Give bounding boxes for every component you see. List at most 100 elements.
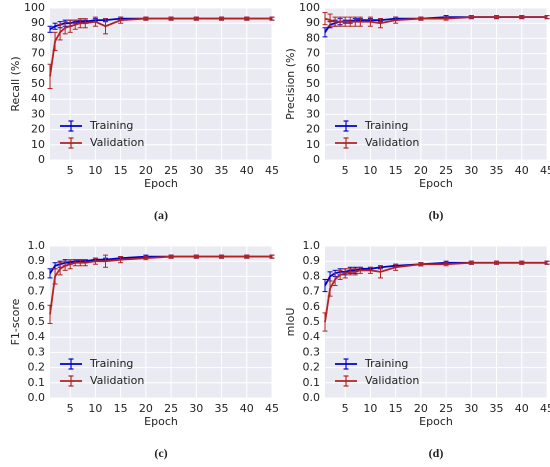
error-bar bbox=[519, 15, 525, 20]
error-bar bbox=[143, 16, 149, 21]
error-bar bbox=[92, 16, 98, 27]
error-bar bbox=[72, 19, 78, 30]
x-tick-label: 20 bbox=[139, 164, 153, 177]
error-bar bbox=[443, 262, 449, 267]
legend-label: Training bbox=[364, 357, 408, 370]
x-tick-label: 25 bbox=[439, 402, 453, 415]
error-bar bbox=[72, 259, 78, 267]
error-bar bbox=[193, 254, 199, 259]
x-tick-label: 35 bbox=[490, 164, 504, 177]
y-tick-label: 0.0 bbox=[303, 391, 321, 404]
error-bar bbox=[468, 15, 474, 20]
y-tick-label: 70 bbox=[306, 47, 320, 60]
error-bar bbox=[494, 260, 500, 265]
error-bar bbox=[342, 16, 348, 27]
x-tick-label: 25 bbox=[439, 164, 453, 177]
error-bar bbox=[118, 16, 124, 24]
error-bar bbox=[322, 12, 328, 26]
x-tick-label: 10 bbox=[88, 164, 102, 177]
panel-caption: (b) bbox=[429, 208, 444, 222]
error-bar bbox=[418, 16, 424, 21]
error-bar bbox=[47, 268, 53, 279]
x-tick-label: 30 bbox=[464, 164, 478, 177]
x-tick-label: 45 bbox=[265, 402, 279, 415]
error-bar bbox=[494, 15, 500, 20]
y-tick-label: 0.7 bbox=[28, 285, 46, 298]
error-bar bbox=[77, 259, 83, 267]
x-axis-label: Epoch bbox=[419, 177, 453, 190]
x-tick-label: 20 bbox=[414, 402, 428, 415]
error-bar bbox=[168, 16, 174, 21]
y-tick-label: 0.8 bbox=[28, 269, 46, 282]
y-tick-label: 0.2 bbox=[28, 361, 46, 374]
x-tick-label: 15 bbox=[389, 402, 403, 415]
x-tick-label: 35 bbox=[215, 402, 229, 415]
error-bar bbox=[519, 260, 525, 265]
error-bar bbox=[322, 27, 328, 38]
legend: Training Validation bbox=[60, 357, 144, 387]
panel-caption: (c) bbox=[154, 446, 167, 460]
error-bar bbox=[357, 16, 363, 27]
error-bar bbox=[352, 268, 358, 276]
y-tick-label: 40 bbox=[31, 92, 45, 105]
y-tick-label: 80 bbox=[306, 31, 320, 44]
panel-caption: (a) bbox=[154, 208, 168, 222]
error-bar bbox=[337, 269, 343, 280]
error-bar bbox=[118, 256, 124, 264]
y-tick-label: 0 bbox=[313, 153, 320, 166]
error-bar bbox=[103, 254, 108, 268]
x-tick-label: 40 bbox=[240, 164, 254, 177]
y-axis-label: F1-score bbox=[9, 298, 22, 345]
error-bar bbox=[143, 256, 149, 261]
error-bar bbox=[269, 16, 275, 21]
error-bar bbox=[47, 25, 53, 33]
legend-label: Training bbox=[89, 357, 133, 370]
error-bar bbox=[82, 259, 88, 267]
y-axis-label: Recall (%) bbox=[9, 56, 22, 111]
error-bar bbox=[393, 263, 399, 271]
x-tick-label: 20 bbox=[139, 402, 153, 415]
y-tick-label: 0.6 bbox=[28, 300, 46, 313]
y-tick-label: 20 bbox=[306, 123, 320, 136]
error-bar bbox=[393, 16, 399, 24]
x-tick-label: 25 bbox=[164, 402, 178, 415]
x-tick-label: 5 bbox=[67, 402, 74, 415]
x-tick-label: 10 bbox=[88, 402, 102, 415]
y-tick-label: 100 bbox=[24, 1, 45, 14]
y-tick-label: 0.0 bbox=[28, 391, 46, 404]
error-bar bbox=[57, 24, 63, 41]
error-bar bbox=[357, 266, 363, 274]
error-bar bbox=[92, 257, 98, 265]
y-tick-label: 0.3 bbox=[303, 345, 321, 358]
error-bar bbox=[418, 262, 424, 267]
y-tick-label: 0.3 bbox=[28, 345, 46, 358]
y-tick-label: 0.4 bbox=[303, 330, 321, 343]
error-bar bbox=[367, 266, 373, 274]
error-bar bbox=[327, 13, 333, 27]
error-bar bbox=[342, 268, 348, 279]
error-bar bbox=[352, 16, 358, 27]
error-bar bbox=[67, 19, 73, 33]
error-bar bbox=[347, 16, 353, 27]
error-bar bbox=[332, 16, 338, 27]
error-bar bbox=[244, 16, 250, 21]
y-tick-label: 10 bbox=[306, 138, 320, 151]
y-tick-label: 80 bbox=[31, 31, 45, 44]
legend-label: Validation bbox=[90, 374, 144, 387]
y-tick-label: 0.1 bbox=[303, 376, 321, 389]
x-tick-label: 15 bbox=[114, 164, 128, 177]
x-tick-label: 40 bbox=[240, 402, 254, 415]
error-bar bbox=[52, 31, 58, 52]
y-tick-label: 10 bbox=[31, 138, 45, 151]
error-bar bbox=[244, 254, 250, 259]
error-bar bbox=[57, 262, 63, 276]
legend: Training Validation bbox=[335, 357, 419, 387]
x-tick-label: 35 bbox=[215, 164, 229, 177]
x-tick-label: 30 bbox=[189, 402, 203, 415]
error-bar bbox=[347, 268, 353, 276]
x-tick-label: 5 bbox=[342, 164, 349, 177]
x-tick-label: 45 bbox=[540, 164, 550, 177]
x-tick-label: 15 bbox=[114, 402, 128, 415]
error-bar bbox=[82, 18, 88, 29]
x-axis-label: Epoch bbox=[144, 415, 178, 428]
